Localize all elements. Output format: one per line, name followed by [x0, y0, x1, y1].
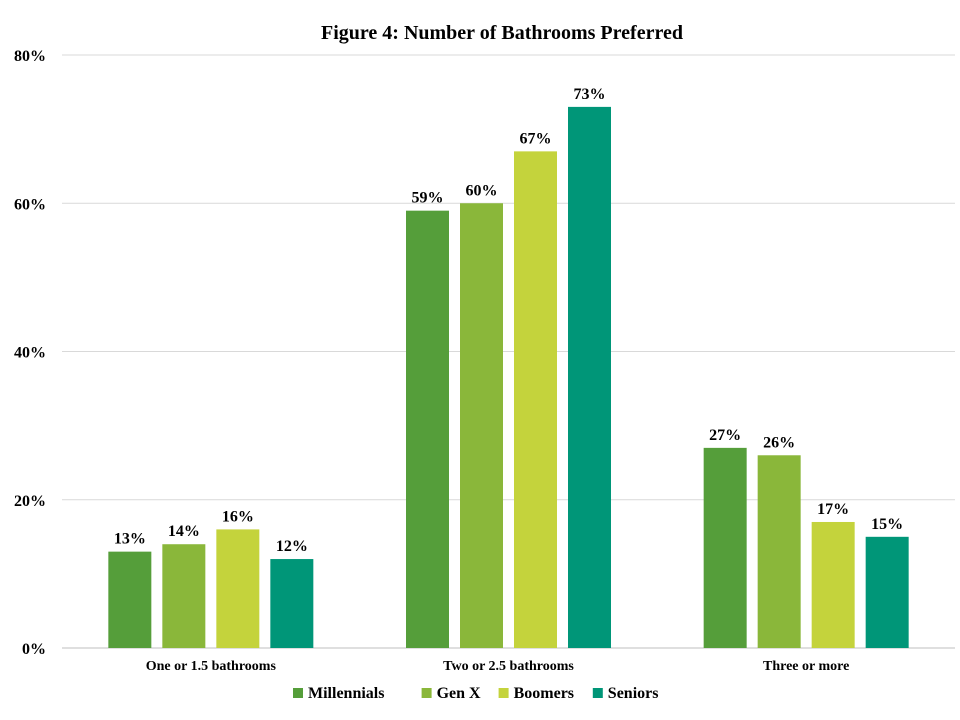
bar [270, 559, 314, 648]
data-label: 17% [817, 501, 849, 518]
bar [811, 521, 855, 648]
legend-swatch [293, 688, 303, 698]
data-label: 67% [520, 130, 552, 147]
bar [406, 210, 449, 648]
data-label: 13% [114, 531, 146, 548]
x-category-label: Three or more [763, 659, 849, 674]
legend-label: Boomers [514, 685, 574, 702]
data-label: 60% [466, 182, 498, 199]
data-label: 12% [276, 538, 308, 555]
bars [108, 106, 909, 649]
legend-label: Gen X [437, 685, 481, 702]
x-category-label: One or 1.5 bathrooms [146, 659, 277, 674]
legend: Millennials Gen X Boomers Seniors [293, 685, 658, 702]
y-tick-label: 0% [22, 641, 46, 658]
bar [108, 551, 152, 648]
bar [216, 529, 260, 648]
data-labels: 13% 14% 16% 12% 59% 60% 67% 73% 27% 26% 17% 15% [114, 86, 903, 555]
legend-swatch [498, 688, 509, 698]
y-tick-label: 20% [14, 493, 46, 510]
legend-swatch [592, 688, 603, 698]
bar [865, 536, 909, 648]
data-label: 15% [871, 516, 903, 533]
bar [568, 106, 611, 648]
gridlines [62, 54, 955, 649]
bar [162, 544, 206, 648]
bar [757, 455, 801, 648]
legend-label: Seniors [608, 685, 659, 702]
y-tick-label: 60% [14, 196, 46, 213]
data-label: 59% [412, 190, 444, 207]
data-label: 27% [709, 427, 741, 444]
data-label: 73% [574, 86, 606, 103]
x-axis: One or 1.5 bathrooms Two or 2.5 bathrooms… [146, 659, 850, 674]
legend-swatch [421, 688, 432, 698]
data-label: 16% [222, 508, 254, 525]
legend-label: Millennials [308, 685, 384, 702]
x-category-label: Two or 2.5 bathrooms [443, 659, 574, 674]
data-label: 14% [168, 523, 200, 540]
bar [703, 447, 747, 648]
bar [514, 151, 557, 649]
data-label: 26% [763, 434, 795, 451]
y-tick-label: 80% [14, 48, 46, 65]
chart-title: Figure 4: Number of Bathrooms Preferred [321, 22, 683, 44]
y-tick-label: 40% [14, 345, 46, 362]
bar [460, 203, 503, 648]
y-axis: 0% 20% 40% 60% 80% [14, 48, 46, 658]
